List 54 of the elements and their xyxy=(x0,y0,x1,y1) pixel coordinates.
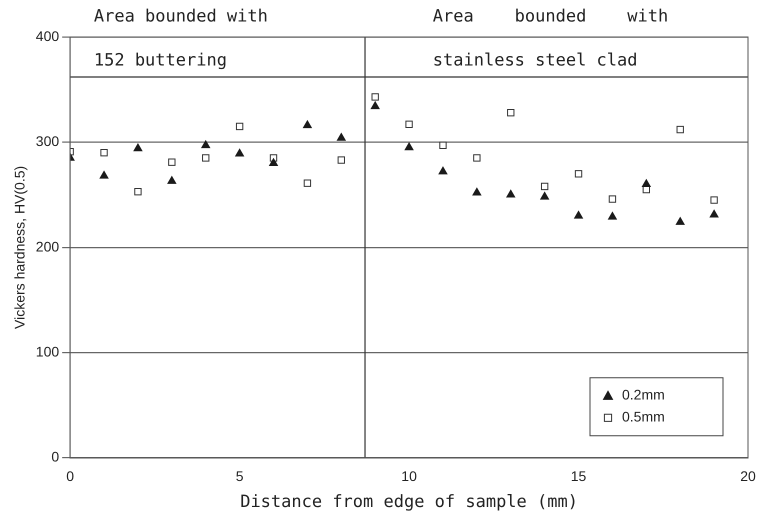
point xyxy=(336,132,346,141)
annotation: 152 buttering xyxy=(94,50,227,70)
y-tick-label: 400 xyxy=(36,28,60,44)
point xyxy=(540,192,550,200)
point xyxy=(676,126,684,134)
point xyxy=(168,158,176,166)
point xyxy=(235,148,244,157)
point xyxy=(472,188,482,196)
y-tick-label: 100 xyxy=(36,343,60,360)
y-tick-label: 0 xyxy=(51,448,60,465)
text: Area bounded with xyxy=(94,6,268,26)
legend-label: 0.5mm xyxy=(622,408,665,425)
x-tick-label: 10 xyxy=(401,468,418,484)
x-tick-label: 20 xyxy=(740,468,756,484)
point xyxy=(710,196,718,204)
point xyxy=(372,93,379,101)
point xyxy=(473,154,481,162)
point xyxy=(201,140,210,148)
point xyxy=(574,170,582,178)
point xyxy=(404,142,414,150)
point xyxy=(405,120,413,128)
point xyxy=(236,122,244,130)
point xyxy=(642,179,651,188)
point xyxy=(439,142,447,150)
point xyxy=(574,210,583,219)
text: Area bounded with xyxy=(432,6,668,26)
point xyxy=(167,176,176,184)
point xyxy=(134,144,142,152)
x-axis-title: Distance from edge of sample (mm) xyxy=(240,492,578,512)
point xyxy=(134,188,142,196)
point xyxy=(303,120,312,128)
point xyxy=(608,195,616,203)
y-tick-label: 300 xyxy=(36,133,60,150)
point xyxy=(202,154,210,162)
point xyxy=(338,156,345,164)
point xyxy=(676,217,685,225)
point xyxy=(269,158,278,166)
annotation: stainless steel clad xyxy=(432,50,638,70)
y-tick-label: 200 xyxy=(36,238,60,254)
point xyxy=(506,190,516,198)
point xyxy=(370,101,380,110)
point xyxy=(100,170,108,179)
point xyxy=(608,212,617,220)
point xyxy=(540,182,548,190)
point xyxy=(710,210,719,218)
x-tick-label: 0 xyxy=(66,468,74,484)
point xyxy=(100,149,108,156)
point xyxy=(304,180,312,187)
x-tick-label: 5 xyxy=(236,468,244,484)
point xyxy=(438,166,448,174)
legend-label: 0.2mm xyxy=(622,386,665,403)
y-axis-title: Vickers hardness, HV(0.5) xyxy=(11,166,28,329)
point xyxy=(507,109,514,116)
x-tick-label: 15 xyxy=(570,468,587,484)
